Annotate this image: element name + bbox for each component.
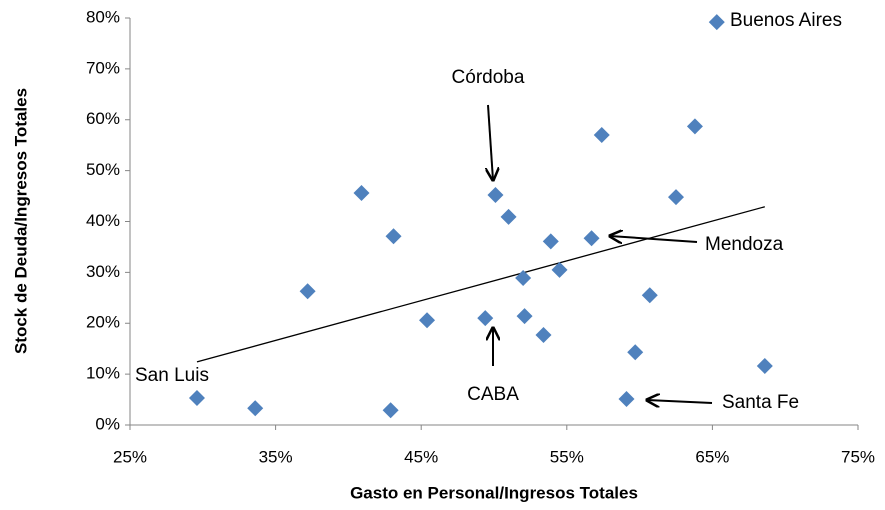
x-tick-label: 25%: [113, 447, 147, 466]
arrow: [610, 236, 698, 242]
x-tick-label: 35%: [259, 447, 293, 466]
point: [419, 312, 436, 329]
x-tick-label: 75%: [841, 447, 875, 466]
y-tick-label: 40%: [86, 211, 120, 230]
point: [708, 14, 725, 31]
point: [641, 287, 658, 304]
arrow: [488, 104, 493, 180]
point: [299, 283, 316, 300]
trendline: [196, 206, 765, 363]
point: [487, 187, 504, 204]
point: [500, 208, 517, 225]
point: [516, 308, 533, 325]
y-tick-label: 80%: [86, 7, 120, 26]
y-tick-label: 20%: [86, 313, 120, 332]
point: [188, 390, 205, 407]
point: [542, 233, 559, 250]
y-tick-label: 10%: [86, 364, 120, 383]
point: [618, 391, 635, 408]
point: [515, 269, 532, 286]
point: [353, 185, 370, 202]
point: [756, 357, 773, 374]
point: [583, 230, 600, 247]
point: [627, 344, 644, 361]
point: [668, 189, 684, 206]
x-axis-title: Gasto en Personal/Ingresos Totales: [350, 483, 638, 502]
point: [382, 402, 399, 419]
y-axis-title: Stock de Deuda/Ingresos Totales: [11, 88, 30, 354]
x-tick-label: 65%: [695, 447, 729, 466]
point: [385, 228, 402, 245]
annotation: Buenos Aires: [730, 10, 842, 31]
x-tick-label: 55%: [550, 447, 584, 466]
annotation: Santa Fe: [722, 392, 799, 413]
y-tick-label: 30%: [86, 262, 120, 281]
y-tick-label: 70%: [86, 58, 120, 77]
y-tick-label: 0%: [95, 414, 120, 433]
point: [535, 326, 552, 343]
y-tick-label: 60%: [86, 109, 120, 128]
point: [686, 118, 703, 135]
x-tick-label: 45%: [404, 447, 438, 466]
annotation: Córdoba: [452, 67, 525, 88]
annotation: CABA: [467, 384, 519, 405]
y-tick-label: 50%: [86, 160, 120, 179]
point: [593, 127, 610, 144]
annotation: San Luis: [135, 365, 209, 386]
annotation: Mendoza: [705, 234, 784, 255]
point: [247, 400, 264, 417]
point: [551, 261, 568, 278]
arrow: [647, 400, 713, 403]
point: [477, 310, 494, 327]
